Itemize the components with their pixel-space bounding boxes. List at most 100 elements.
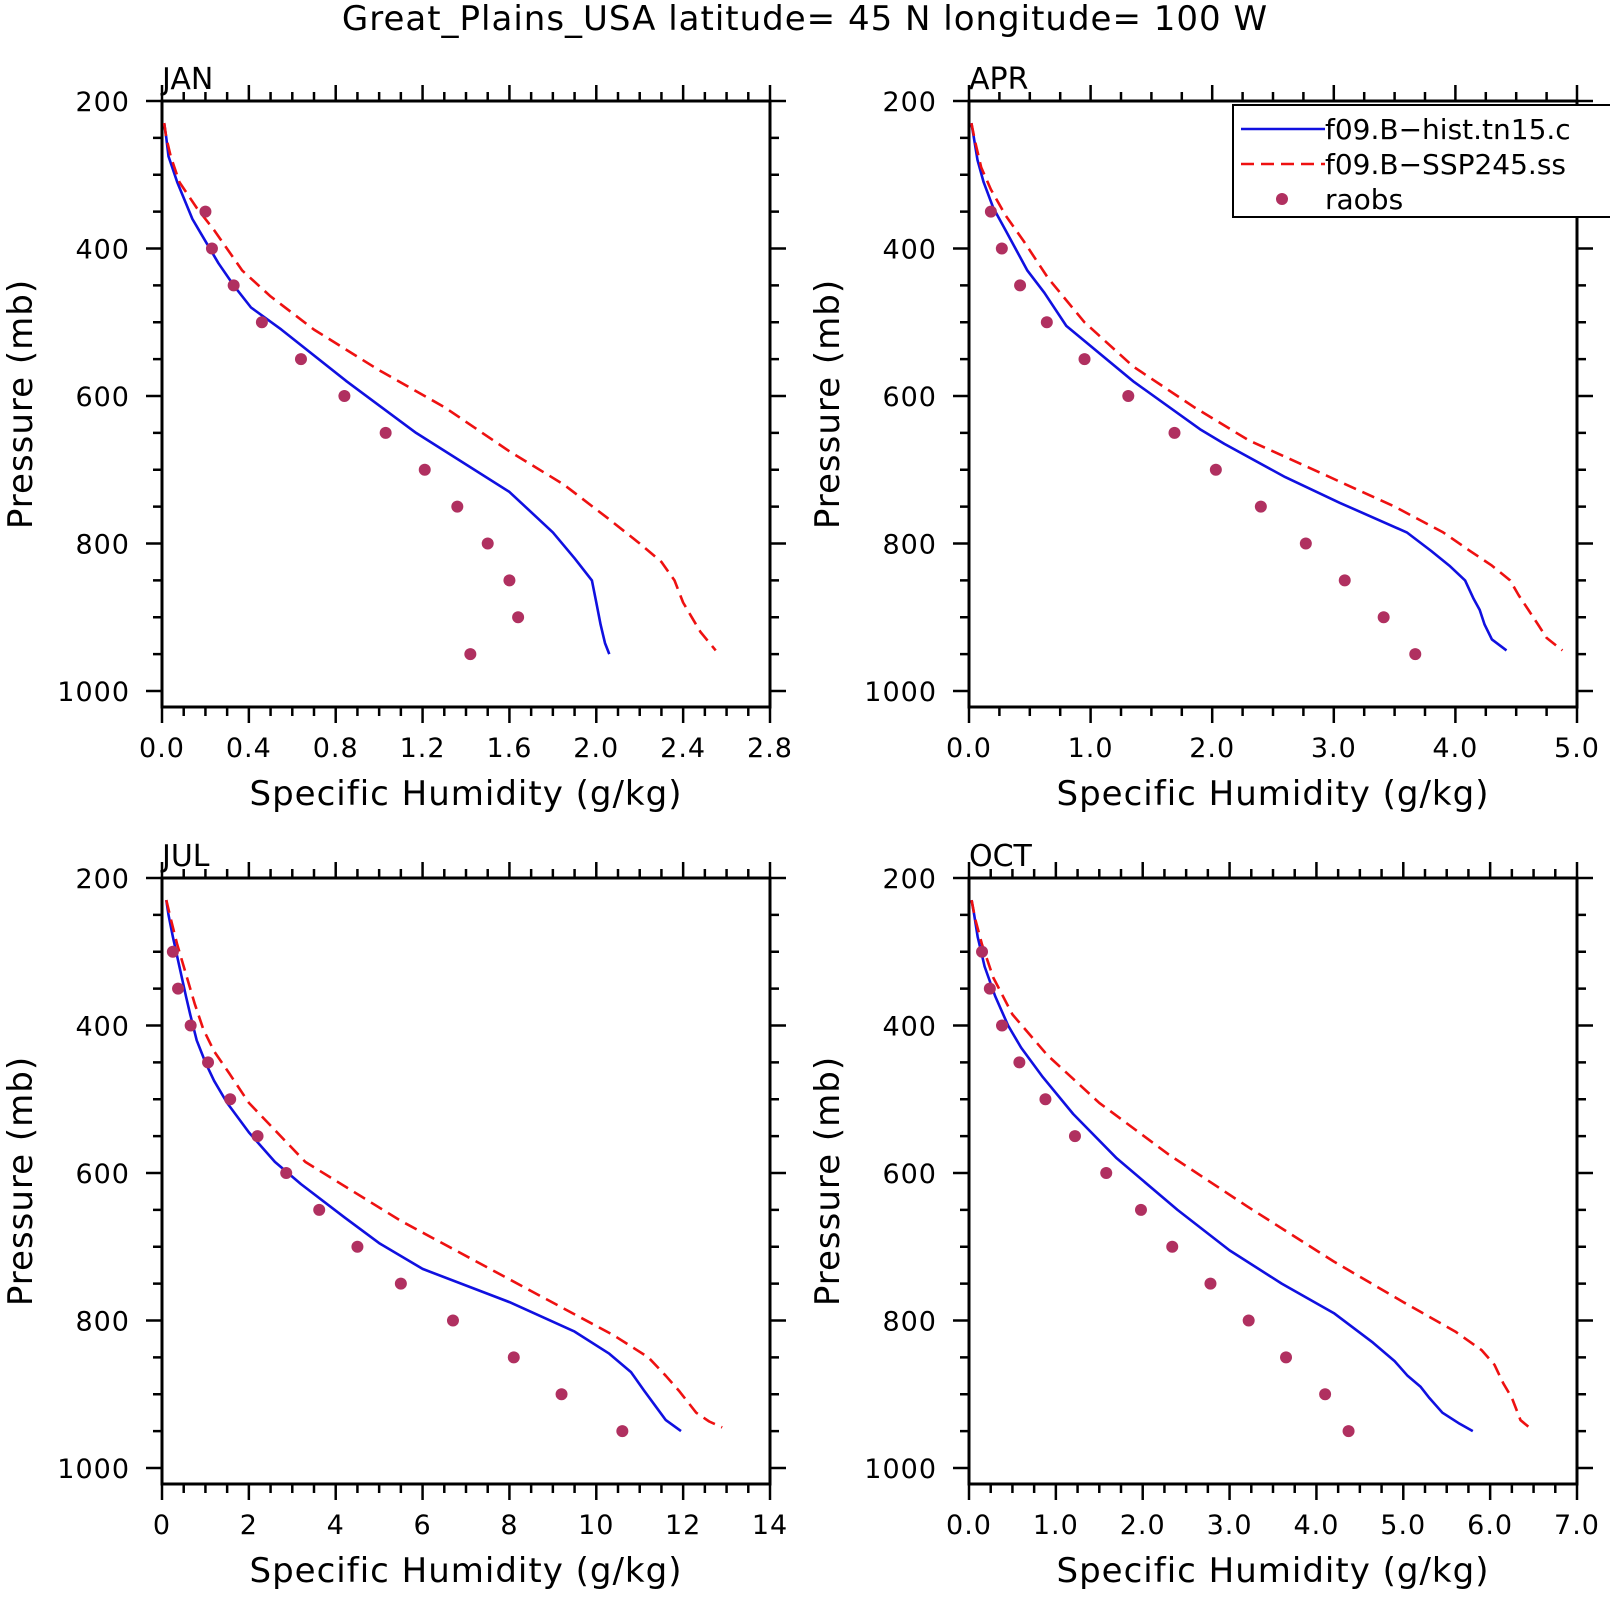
x-tick-label: 0 [153,1510,171,1541]
x-tick-label: 1.2 [400,733,446,764]
y-tick-label: 600 [882,1159,937,1190]
panel-label: JUL [160,839,210,874]
y-tick-label: 1000 [864,1454,937,1485]
ssp245-line [970,122,1564,652]
x-axis-label: Specific Humidity (g/kg) [1057,1551,1490,1591]
raobs-point [996,1019,1009,1032]
legend-label: f09.B−SSP245.ss [1325,148,1566,181]
y-tick-label: 200 [75,864,130,895]
raobs-point [1168,426,1181,439]
raobs-point [976,945,989,958]
plot-frame [967,876,1579,1486]
panel-label: JAN [160,62,213,97]
hist-line [970,122,1508,652]
raobs-point [984,205,997,218]
raobs-point [1254,500,1267,513]
raobs-point [1122,390,1135,402]
raobs-point [1134,1203,1147,1216]
raobs-point [313,1203,326,1216]
x-tick-label: 2.4 [660,733,706,764]
raobs-point [379,426,392,439]
y-tick-label: 400 [882,1012,937,1043]
raobs-point [451,500,464,513]
raobs-point [294,353,307,366]
raobs-point [616,1425,629,1438]
x-tick-label: 5.0 [1554,733,1600,764]
legend-marker [1276,193,1288,205]
panel-jul: JUL 200 400 600 800 1000 0 2 4 6 8 10 12 14 Specific H… [1,839,788,1591]
panel-label: OCT [969,839,1033,874]
raobs-point [166,945,179,958]
raobs-point [503,574,516,587]
raobs-point [224,1093,237,1106]
x-tick-label: 2 [240,1510,258,1541]
plot-frame [160,99,772,709]
raobs-point [255,316,268,329]
plot-frame [160,876,772,1486]
raobs-point [983,982,996,995]
y-axis-label: Pressure (mb) [1,279,41,529]
legend-box [1232,104,1610,218]
raobs-point [1204,1277,1217,1290]
panel-jan: JAN 200 400 600 800 1000 0.0 0.4 0.8 1.2 1.6 2.0 2.4… [1,62,793,814]
raobs-point [1299,537,1312,550]
x-tick-label: 2.0 [1120,1510,1166,1541]
x-axis-label: Specific Humidity (g/kg) [250,1551,683,1591]
raobs-point [1342,1425,1355,1438]
y-tick-label: 800 [75,530,130,561]
y-tick-label: 800 [882,1307,937,1338]
raobs-point [555,1388,568,1401]
raobs-point [1068,1130,1081,1143]
legend-label: raobs [1325,183,1403,216]
x-tick-label: 4.0 [1432,733,1478,764]
y-tick-label: 1000 [864,677,937,708]
x-axis-label: Specific Humidity (g/kg) [250,774,683,814]
raobs-point [1166,1240,1179,1253]
raobs-point [172,982,185,995]
raobs-point [338,390,351,402]
y-tick-label: 200 [882,864,937,895]
x-tick-label: 1.6 [486,733,532,764]
raobs-point [227,279,240,292]
y-tick-label: 800 [75,1307,130,1338]
raobs-point [418,463,431,476]
raobs-point [1242,1314,1255,1327]
ssp245-line [165,899,723,1429]
x-tick-label: 0.4 [226,733,272,764]
x-tick-label: 4 [327,1510,345,1541]
raobs-point [1280,1351,1293,1364]
x-axis-label: Specific Humidity (g/kg) [1057,774,1490,814]
raobs-point [1338,574,1351,587]
raobs-point [1013,1056,1026,1069]
y-tick-label: 200 [882,87,937,118]
x-tick-label: 14 [752,1510,788,1541]
y-axis-label: Pressure (mb) [1,1056,41,1306]
panel-oct: OCT 200 400 600 800 1000 0.0 1.0 2.0 3.0 4.0 5.0 6.0… [808,839,1600,1591]
x-tick-label: 1.0 [1033,1510,1079,1541]
raobs-point [507,1351,520,1364]
x-tick-label: 6 [413,1510,431,1541]
y-tick-label: 400 [75,235,130,266]
raobs-point [351,1240,364,1253]
raobs-point [280,1167,293,1179]
x-tick-label: 10 [578,1510,614,1541]
x-tick-label: 0.0 [946,733,992,764]
raobs-point [394,1277,407,1290]
x-tick-label: 7.0 [1554,1510,1600,1541]
raobs-point [202,1056,215,1069]
raobs-point [464,648,477,661]
y-tick-label: 200 [75,87,130,118]
raobs-point [199,205,212,218]
y-tick-label: 1000 [57,1454,130,1485]
x-tick-label: 4.0 [1293,1510,1339,1541]
ssp245-line [162,122,717,652]
raobs-point [1377,611,1390,624]
x-tick-label: 0.8 [313,733,359,764]
y-tick-label: 400 [75,1012,130,1043]
x-tick-label: 2.8 [747,733,793,764]
raobs-point [1209,463,1222,476]
raobs-point [1078,353,1091,366]
raobs-point [512,611,525,624]
ssp245-line [970,899,1531,1429]
